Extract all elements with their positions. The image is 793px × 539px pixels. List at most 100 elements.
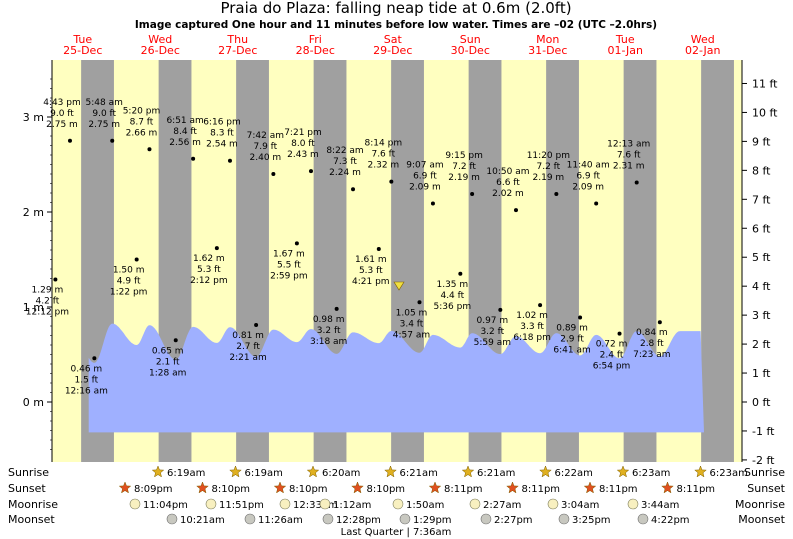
tide-label-time: 6:16 pm [203, 118, 241, 128]
astro-row-label-left: Moonrise [8, 498, 58, 511]
tide-point [554, 191, 559, 196]
tide-label-m: 0.72 m [596, 340, 628, 350]
tide-label-ft: 8.0 ft [291, 139, 315, 149]
tide-label-ft: 3.4 ft [400, 319, 424, 329]
tide-label-time: 12:13 am [607, 140, 650, 150]
sunrise-time: 6:19am [167, 468, 205, 479]
tide-label-time: 6:18 pm [513, 333, 551, 343]
tide-point [191, 156, 196, 161]
sunrise-icon [306, 465, 320, 478]
tide-label-time: 5:20 pm [123, 106, 161, 116]
tide-label-m: 2.75 m [88, 120, 120, 130]
moonrise-time: 11:51pm [219, 500, 264, 511]
moonrise-icon [279, 498, 291, 510]
sunrise-time: 6:19am [245, 468, 283, 479]
tide-label-ft: 7.6 ft [617, 151, 641, 161]
tide-point [617, 331, 622, 336]
moonrise-icon [129, 498, 141, 510]
tide-curve-area [88, 323, 704, 433]
tide-label-m: 2.43 m [287, 150, 319, 160]
tide-label-ft: 3.3 ft [520, 322, 544, 332]
tide-label-m: 1.29 m [32, 285, 64, 295]
sunset-icon [506, 481, 519, 494]
sunset-icon [583, 481, 597, 494]
tide-point [67, 138, 72, 143]
tide-label-ft: 5.3 ft [197, 265, 221, 275]
right-tick-label: 8 ft [752, 164, 771, 177]
tide-label-ft: 6.9 ft [576, 171, 600, 181]
day-date: 29-Dec [373, 44, 412, 57]
tide-label-time: 7:42 am [247, 131, 284, 141]
tide-label-time: 7:21 pm [284, 128, 322, 138]
tide-label-time: 6:54 pm [593, 362, 631, 372]
moonrise-icon [392, 498, 404, 510]
tide-label-m: 0.97 m [476, 316, 508, 326]
moonrise-time: 2:27am [483, 500, 521, 511]
sunrise-icon [694, 465, 707, 478]
tide-point [376, 247, 381, 252]
tide-label-ft: 8.4 ft [173, 127, 197, 137]
right-tick-label: 6 ft [752, 222, 771, 235]
moonset-icon [480, 513, 492, 525]
tide-label-m: 2.31 m [613, 162, 645, 172]
moonrise-time: 11:04pm [143, 500, 188, 511]
day-headers: Tue25-DecWed26-DecThu27-DecFri28-DecSat2… [63, 33, 720, 57]
tide-label-m: 1.62 m [193, 254, 225, 264]
tide-label-m: 2.09 m [572, 182, 604, 192]
sunrise-icon [384, 465, 397, 478]
right-tick-label: 4 ft [752, 280, 771, 293]
day-name: Mon [536, 33, 559, 46]
astro-row-label-left: Moonset [8, 513, 55, 526]
tide-point [657, 320, 662, 325]
day-date: 02-Jan [685, 44, 721, 57]
tide-point [458, 271, 463, 276]
day-date: 31-Dec [528, 44, 567, 57]
right-tick-label: -1 ft [752, 425, 775, 438]
right-tick-label: 9 ft [752, 135, 771, 148]
tide-point [578, 315, 583, 320]
astro-row-label-right: Sunset [747, 482, 785, 495]
tide-label-m: 0.46 m [71, 364, 103, 374]
tide-point [294, 241, 299, 246]
tide-label-time: 7:23 am [633, 350, 670, 360]
tide-label-time: 10:50 am [486, 167, 529, 177]
tide-label-ft: 3.2 ft [480, 327, 504, 337]
tide-label-m: 2.75 m [46, 120, 78, 130]
right-tick-label: 11 ft [752, 77, 778, 90]
tide-label-time: 3:18 am [310, 337, 347, 347]
tide-label-time: 6:41 am [553, 345, 590, 355]
tide-point [513, 208, 518, 213]
right-tick-label: 1 ft [752, 367, 771, 380]
tide-point [308, 169, 313, 174]
tide-label-m: 2.02 m [492, 189, 524, 199]
sunset-time: 8:11pm [444, 484, 483, 495]
tide-label-time: 2:59 pm [270, 271, 308, 281]
chart-title: Praia do Plaza: falling neap tide at 0.6… [220, 0, 571, 17]
astro-row-label-right: Moonset [738, 513, 785, 526]
tide-label-time: 5:36 pm [434, 302, 472, 312]
sunset-time: 8:11pm [599, 484, 638, 495]
tide-point [271, 172, 276, 176]
astro-row-label-left: Sunset [8, 482, 46, 495]
sunrise-time: 6:21am [477, 468, 515, 479]
tide-point [173, 338, 178, 343]
astro-row-label-right: Sunrise [744, 466, 785, 479]
day-date: 01-Jan [607, 44, 643, 57]
tide-label-time: 4:43 pm [43, 98, 81, 108]
sunset-time: 8:10pm [367, 484, 406, 495]
tide-label-ft: 4.9 ft [117, 277, 141, 287]
tide-point [334, 306, 339, 311]
tide-label-ft: 8.7 ft [130, 117, 154, 127]
tide-label-m: 0.81 m [232, 331, 264, 341]
sunrise-time: 6:23am [710, 468, 748, 479]
sunrise-icon [461, 465, 475, 478]
day-date: 28-Dec [296, 44, 335, 57]
tide-label-ft: 4.4 ft [440, 291, 464, 301]
tide-label-m: 1.35 m [436, 280, 468, 290]
tide-label-time: 2:21 am [229, 353, 266, 363]
sunset-icon [428, 481, 442, 494]
moonset-time: 4:22pm [651, 515, 690, 526]
day-date: 26-Dec [141, 44, 180, 57]
moonset-icon [244, 513, 256, 525]
